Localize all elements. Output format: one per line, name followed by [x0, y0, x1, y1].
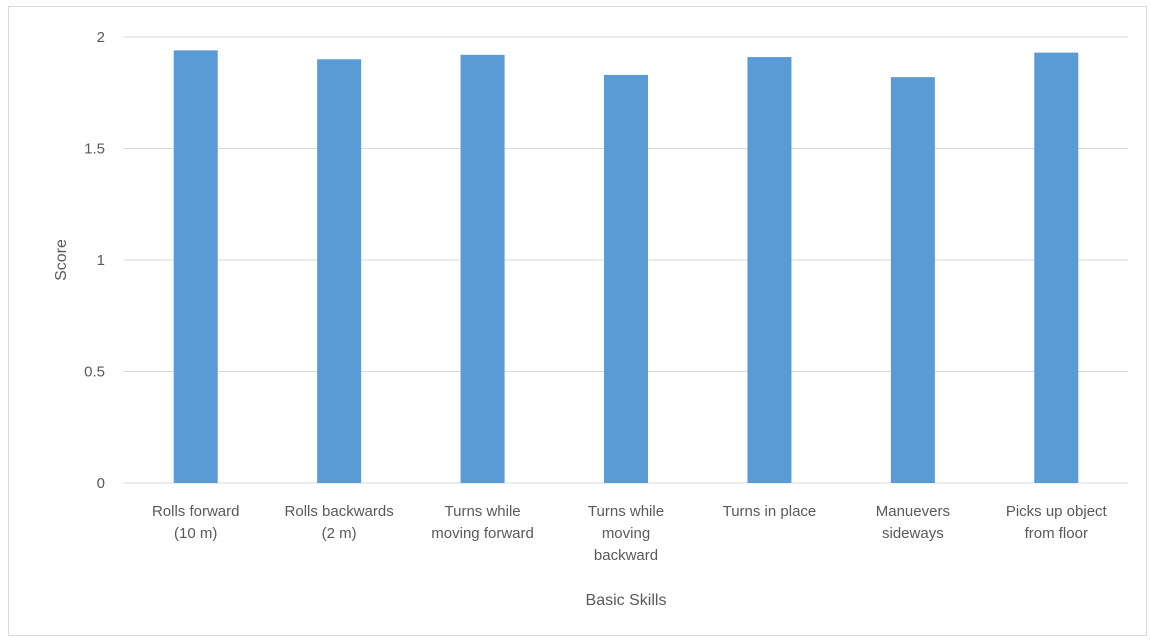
bar: [604, 74, 648, 483]
y-tick-label: 1: [97, 252, 105, 269]
bar: [460, 54, 505, 484]
y-tick-label: 0: [97, 475, 105, 492]
x-tick-label: Rolls backwards (2 m): [285, 503, 394, 542]
y-tick-label: 2: [97, 29, 105, 46]
x-tick-label: Turns while moving backward: [588, 503, 664, 564]
x-tick-labels: Rolls forward (10 m) Rolls backwards (2 m) T…: [152, 503, 1108, 564]
x-tick-label: Manuevers sideways: [876, 503, 950, 542]
x-tick-label: Rolls forward (10 m): [152, 503, 240, 542]
x-tick-label: Turns while moving forward: [431, 503, 534, 542]
bar: [747, 57, 792, 483]
y-tick-labels: 0 0.5 1 1.5 2: [84, 29, 105, 492]
bar: [317, 59, 362, 484]
y-axis-title: Score: [53, 239, 70, 281]
y-tick-label: 1.5: [84, 141, 105, 158]
y-tick-label: 0.5: [84, 364, 105, 381]
bar: [890, 77, 935, 483]
bars: [173, 50, 1079, 484]
bar: [173, 50, 218, 483]
x-tick-label: Picks up object from floor: [1006, 503, 1108, 542]
x-axis-title: Basic Skills: [586, 592, 667, 609]
x-tick-label: Turns in place: [723, 503, 817, 520]
bar: [1034, 52, 1079, 484]
